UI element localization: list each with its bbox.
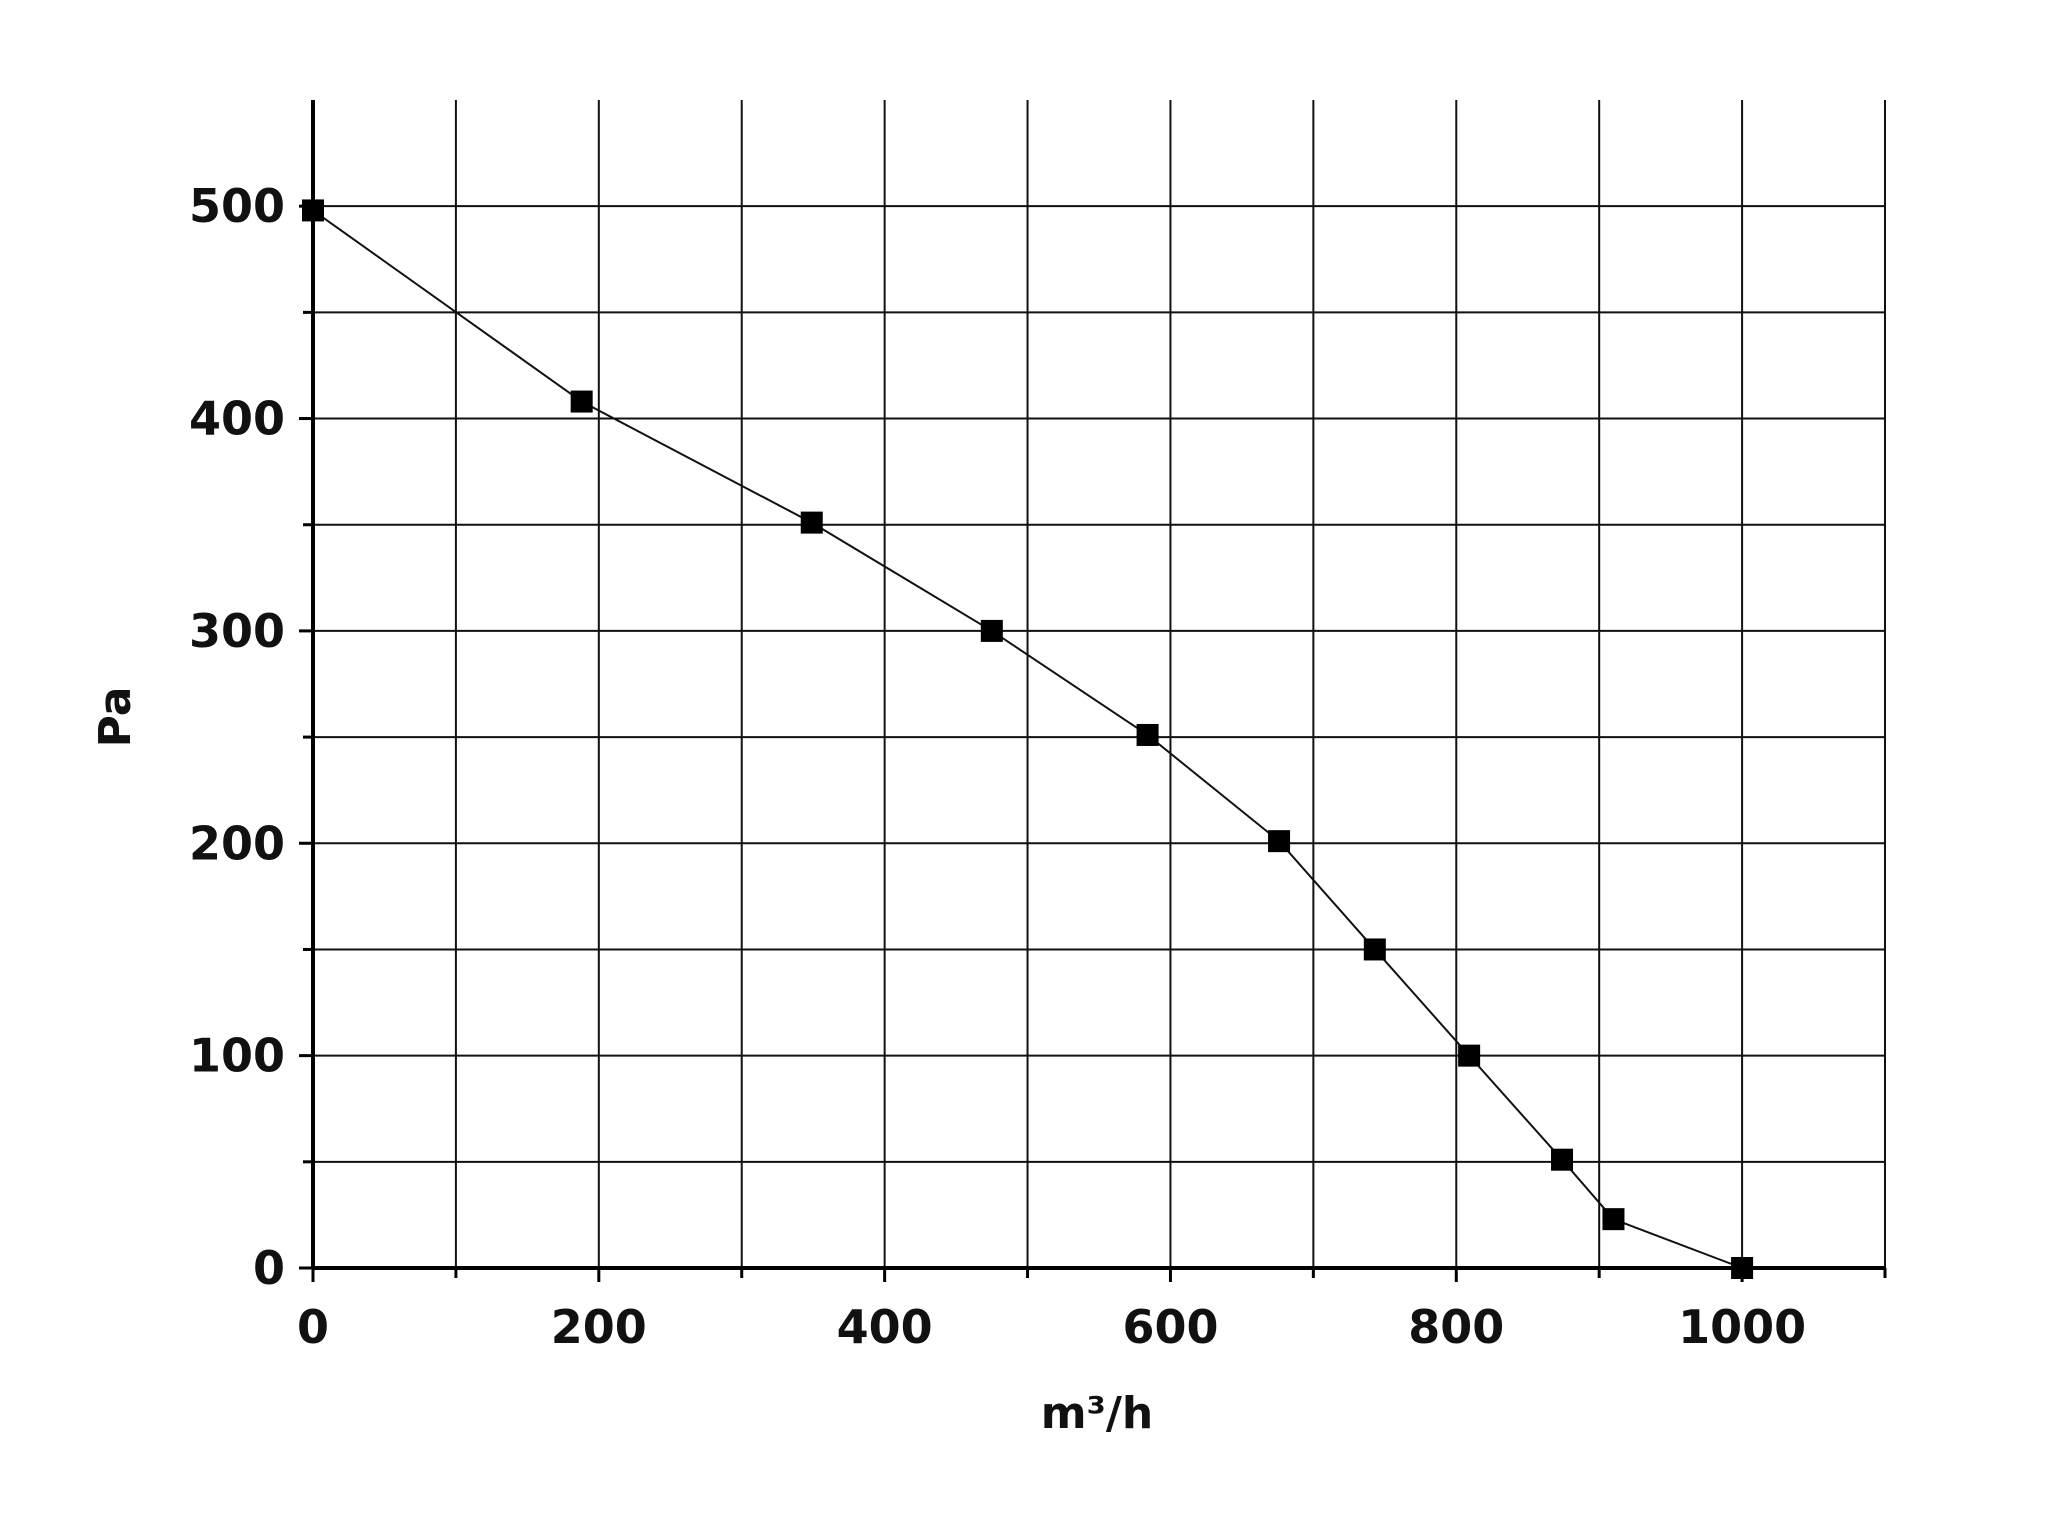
y-tick-label: 100 [189, 1029, 285, 1083]
y-tick-label: 0 [253, 1241, 285, 1295]
data-point-marker [1363, 938, 1386, 961]
grid-lines [313, 100, 1886, 1268]
x-tick-label: 800 [1408, 1300, 1504, 1354]
y-axis-label: Pa [90, 687, 141, 748]
tick-labels: 0 200 400 600 800 1000 0 100 200 300 400 500 [189, 179, 1806, 1354]
data-point-marker [1458, 1044, 1481, 1067]
y-tick-label: 400 [189, 392, 285, 446]
x-tick-label: 600 [1122, 1300, 1218, 1354]
data-point-marker [800, 511, 823, 534]
data-point-marker [1136, 723, 1159, 746]
data-point-marker [570, 390, 593, 413]
data-series [302, 199, 1754, 1279]
data-point-marker [1551, 1148, 1574, 1171]
x-axis-label: m³/h [1041, 1388, 1154, 1439]
data-point-marker [302, 199, 324, 222]
y-tick-label: 500 [189, 179, 285, 233]
data-point-marker [1602, 1208, 1625, 1231]
tick-marks [299, 204, 1887, 1282]
x-tick-label: 200 [551, 1300, 647, 1354]
x-tick-label: 1000 [1678, 1300, 1806, 1354]
data-point-marker [1731, 1257, 1754, 1279]
data-point-marker [1268, 830, 1291, 853]
axes [311, 100, 1885, 1270]
data-point-marker [980, 619, 1003, 642]
y-tick-label: 300 [189, 604, 285, 658]
y-tick-label: 200 [189, 816, 285, 870]
x-tick-label: 0 [297, 1300, 329, 1354]
x-tick-label: 400 [837, 1300, 933, 1354]
